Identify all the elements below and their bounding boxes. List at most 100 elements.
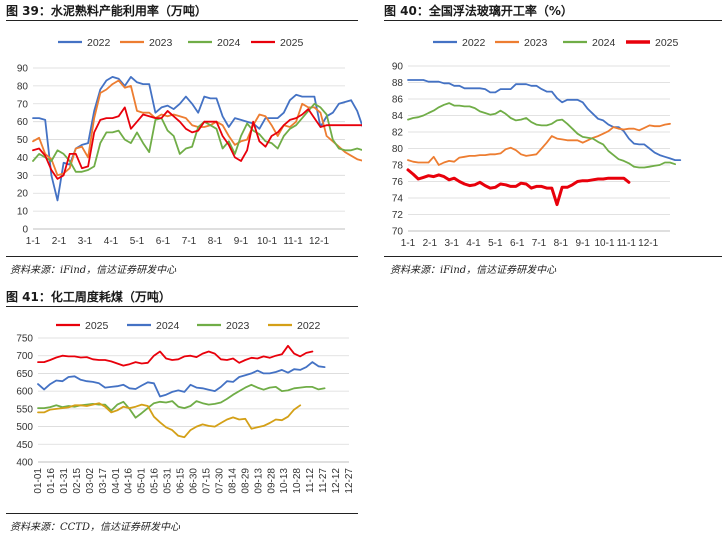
x-tick-label: 10-13 xyxy=(279,468,290,494)
y-tick-label: 90 xyxy=(392,62,404,73)
x-tick-label: 12-12 xyxy=(331,468,342,494)
y-tick-label: 74 xyxy=(392,194,404,205)
y-tick-label: 76 xyxy=(392,177,404,188)
series-line-2024 xyxy=(32,102,362,173)
x-tick-label: 6-1 xyxy=(510,238,525,249)
chart-40-source: 资料来源：iFind，信达证券研发中心 xyxy=(390,265,557,276)
x-tick-label: 01-31 xyxy=(59,468,70,494)
x-tick-label: 10-1 xyxy=(594,238,614,249)
x-tick-label: 4-1 xyxy=(466,238,481,249)
legend-label: 2022 xyxy=(297,320,321,332)
x-tick-label: 05-31 xyxy=(163,468,174,494)
x-tick-label: 1-1 xyxy=(401,238,416,249)
y-tick-label: 72 xyxy=(392,210,404,221)
chart-39-bottom-rule xyxy=(6,256,358,257)
chart-41-title-rule xyxy=(6,306,358,307)
x-tick-label: 11-27 xyxy=(318,468,329,493)
x-tick-label: 12-1 xyxy=(638,238,658,249)
x-tick-label: 05-16 xyxy=(150,468,161,494)
series-line-2022 xyxy=(37,402,302,439)
series-line-2022 xyxy=(407,79,682,162)
legend-label: 2022 xyxy=(462,37,486,49)
y-tick-label: 650 xyxy=(16,369,33,380)
x-tick-label: 06-30 xyxy=(189,468,200,494)
x-tick-label: 03-02 xyxy=(85,468,96,494)
y-tick-label: 450 xyxy=(16,440,33,451)
y-tick-label: 40 xyxy=(17,153,29,164)
chart-39-title-rule xyxy=(6,20,358,21)
y-tick-label: 20 xyxy=(17,189,29,200)
x-tick-label: 12-1 xyxy=(309,236,329,247)
x-tick-label: 11-1 xyxy=(617,238,637,249)
y-tick-label: 750 xyxy=(16,334,33,345)
series-line-2023 xyxy=(37,383,326,419)
x-tick-label: 11-1 xyxy=(283,236,303,247)
chart-39-plot: 0 10 20 30 40 50 60 70 80 90 1-1 2-1 3-1 4-1 5-1 6-1 7-1… xyxy=(17,37,362,247)
y-tick-label: 84 xyxy=(392,111,404,122)
x-tick-label: 08-29 xyxy=(240,468,251,494)
x-tick-label: 02-15 xyxy=(72,468,83,494)
x-tick-label: 6-1 xyxy=(156,236,171,247)
y-tick-label: 700 xyxy=(16,351,33,362)
y-tick-label: 600 xyxy=(16,387,33,398)
y-tick-label: 70 xyxy=(392,227,404,238)
x-tick-label: 1-1 xyxy=(26,236,41,247)
chart-41-source: 资料来源：CCTD，信达证券研发中心 xyxy=(10,522,180,533)
x-tick-label: 9-1 xyxy=(234,236,249,247)
x-tick-label: 7-1 xyxy=(182,236,197,247)
series-line-2025 xyxy=(406,168,631,207)
x-tick-label: 05-01 xyxy=(137,468,148,494)
y-tick-label: 82 xyxy=(392,128,404,139)
y-tick-label: 70 xyxy=(17,99,29,110)
x-tick-label: 10-1 xyxy=(257,236,277,247)
series-line-2024 xyxy=(407,102,677,169)
y-tick-label: 500 xyxy=(16,422,33,433)
y-tick-label: 80 xyxy=(17,81,29,92)
legend-label: 2024 xyxy=(217,37,241,49)
chart-41-title: 图 41：化工周度耗煤（万吨） xyxy=(6,290,171,304)
x-tick-label: 07-30 xyxy=(214,468,225,494)
series-line-2024 xyxy=(37,361,326,398)
y-tick-label: 80 xyxy=(392,144,404,155)
x-tick-label: 06-15 xyxy=(176,468,187,494)
chart-39-source: 资料来源：iFind，信达证券研发中心 xyxy=(10,265,177,276)
y-tick-label: 60 xyxy=(17,117,29,128)
legend-label: 2024 xyxy=(156,320,180,332)
legend-label: 2023 xyxy=(524,37,548,49)
x-tick-label: 5-1 xyxy=(488,238,503,249)
x-tick-label: 09-28 xyxy=(266,468,277,494)
x-tick-label: 10-28 xyxy=(292,468,303,494)
y-tick-label: 400 xyxy=(16,458,33,469)
series-line-2023 xyxy=(407,122,671,166)
series-line-2023 xyxy=(32,79,362,177)
x-tick-label: 9-1 xyxy=(575,238,590,249)
y-tick-label: 86 xyxy=(392,95,404,106)
y-tick-label: 50 xyxy=(17,135,29,146)
legend-label: 2024 xyxy=(592,37,616,49)
legend-label: 2025 xyxy=(655,37,679,49)
chart-40-title: 图 40：全国浮法玻璃开工率（%） xyxy=(384,4,573,18)
legend-label: 2023 xyxy=(149,37,173,49)
x-tick-label: 09-13 xyxy=(253,468,264,494)
x-tick-label: 01-16 xyxy=(46,468,57,494)
y-tick-label: 550 xyxy=(16,404,33,415)
x-tick-label: 01-01 xyxy=(33,468,44,494)
x-tick-label: 8-1 xyxy=(208,236,223,247)
x-tick-label: 7-1 xyxy=(532,238,547,249)
x-tick-label: 08-14 xyxy=(227,468,238,494)
chart-39-title: 图 39：水泥熟料产能利用率（万吨） xyxy=(6,4,207,18)
y-tick-label: 10 xyxy=(17,207,29,218)
legend-label: 2023 xyxy=(226,320,250,332)
x-tick-label: 3-1 xyxy=(78,236,93,247)
x-tick-label: 2-1 xyxy=(52,236,67,247)
legend-label: 2022 xyxy=(87,37,111,49)
y-tick-label: 30 xyxy=(17,171,29,182)
series-line-2025 xyxy=(37,344,314,367)
legend-label: 2025 xyxy=(280,37,304,49)
x-tick-label: 2-1 xyxy=(423,238,438,249)
x-tick-label: 04-16 xyxy=(124,468,135,494)
x-tick-label: 5-1 xyxy=(130,236,145,247)
x-tick-label: 11-12 xyxy=(305,468,316,493)
x-tick-label: 8-1 xyxy=(554,238,569,249)
